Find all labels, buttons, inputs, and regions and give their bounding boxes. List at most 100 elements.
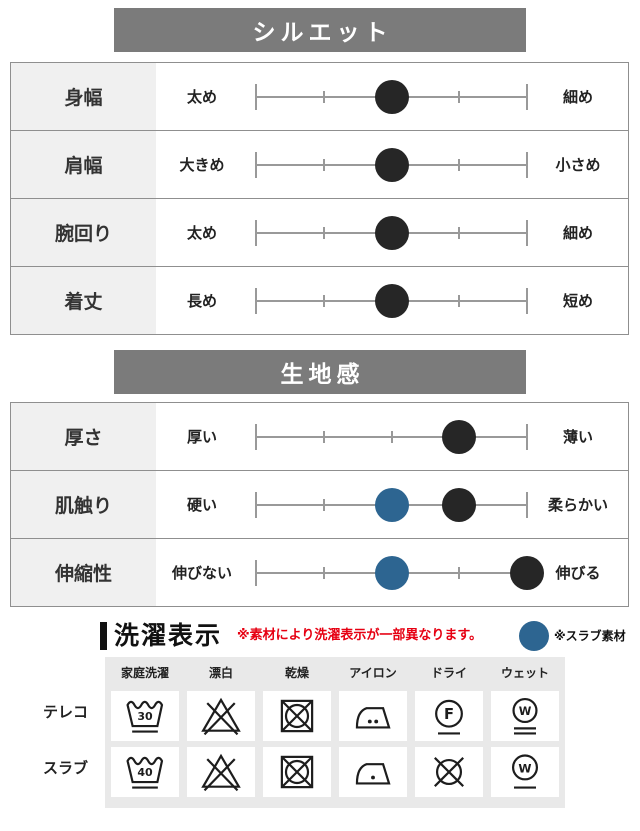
care-symbol-cell: W	[491, 691, 559, 741]
scale-tick	[322, 430, 325, 443]
care-symbol-cell	[339, 747, 407, 797]
scale-right-label: 短め	[562, 292, 593, 310]
care-symbol-cell	[415, 747, 483, 797]
dry-clean-f-icon: F	[435, 699, 463, 735]
scale-tick	[526, 151, 528, 178]
care-symbol-cell	[187, 747, 255, 797]
care-symbol-cell: 40	[111, 747, 179, 797]
scale-tick	[526, 491, 528, 518]
scale-tick	[526, 287, 528, 314]
scale-tick	[322, 90, 325, 103]
spec-row-label: 着丈	[11, 267, 156, 334]
scale-left-label: 太め	[186, 224, 217, 242]
scale-right-label: 柔らかい	[547, 496, 608, 514]
laundry-note: ※素材により洗濯表示が一部異なります。	[237, 628, 483, 643]
care-symbol-cell	[339, 691, 407, 741]
scale-tick	[458, 158, 461, 171]
spec-row-label: 身幅	[11, 63, 156, 130]
scale-left-label: 大きめ	[179, 156, 225, 174]
rating-scale	[255, 403, 528, 470]
rating-scale	[255, 131, 528, 198]
spec-row-content: 硬い 柔らかい	[156, 471, 628, 538]
scale-left-label: 厚い	[186, 428, 217, 446]
no-bleach-icon	[201, 697, 241, 736]
scale-right-label: 小さめ	[555, 156, 601, 174]
rating-scale	[255, 63, 528, 130]
slub-material-legend-label: ※スラブ素材	[554, 629, 626, 643]
scale-tick	[458, 566, 461, 579]
laundry-title: 洗濯表示	[114, 621, 223, 650]
fabric-feel-section-title: 生地感	[280, 362, 365, 388]
scale-tick	[458, 90, 461, 103]
care-column-header: ウェット	[500, 665, 549, 680]
spec-row: 肩幅 大きめ 小さめ	[11, 130, 628, 198]
spec-row-content: 大きめ 小さめ	[156, 131, 628, 198]
spec-row-label: 腕回り	[11, 199, 156, 266]
scale-tick	[526, 219, 528, 246]
fabric-row-label: スラブ	[42, 759, 88, 777]
spec-row: 腕回り 太め 細め	[11, 198, 628, 266]
care-symbol-cell	[263, 691, 331, 741]
no-dry-clean-icon	[434, 757, 464, 787]
spec-row-label: 伸縮性	[11, 539, 156, 606]
care-symbol-cell: W	[491, 747, 559, 797]
svg-text:W: W	[519, 704, 532, 718]
rating-scale	[255, 199, 528, 266]
iron-2-dots-icon	[355, 707, 391, 729]
scale-tick	[390, 430, 393, 443]
svg-text:40: 40	[137, 766, 153, 779]
svg-text:F: F	[444, 706, 454, 723]
scale-tick	[255, 219, 257, 246]
scale-tick	[322, 498, 325, 511]
silhouette-section-bar: シルエット	[114, 8, 526, 52]
scale-right-label: 薄い	[562, 428, 593, 446]
rating-dot	[442, 419, 477, 454]
fabric-feel-section-bar: 生地感	[114, 350, 526, 394]
spec-row-content: 伸びない 伸びる	[156, 539, 628, 606]
scale-tick	[255, 83, 257, 110]
care-column-header: 家庭洗濯	[120, 665, 169, 680]
spec-row: 伸縮性 伸びない 伸びる	[11, 538, 628, 606]
scale-tick	[322, 294, 325, 307]
care-column-header: ドライ	[430, 665, 467, 680]
spec-row: 身幅 太め 細め	[11, 63, 628, 130]
slub-material-dot-icon	[519, 621, 549, 651]
rating-dot	[374, 147, 409, 182]
no-tumble-dry-icon	[280, 699, 314, 733]
slub-material-rating-dot	[374, 487, 409, 522]
care-column-header: 漂白	[208, 665, 233, 680]
spec-row-label: 厚さ	[11, 403, 156, 470]
scale-right-label: 細め	[562, 224, 593, 242]
spec-row-content: 太め 細め	[156, 199, 628, 266]
scale-tick	[255, 491, 257, 518]
scale-right-label: 伸びる	[555, 564, 601, 582]
care-symbol-cell	[263, 747, 331, 797]
rating-dot	[374, 283, 409, 318]
spec-row: 着丈 長め 短め	[11, 266, 628, 334]
laundry-headline: 洗濯表示 ※素材により洗濯表示が一部異なります。 ※スラブ素材	[0, 616, 640, 656]
rating-dot	[374, 79, 409, 114]
care-symbols-table: 家庭洗濯 漂白 乾燥 アイロン ドライ ウェット 30 F W 40 W	[105, 657, 565, 808]
no-tumble-dry-icon	[280, 755, 314, 789]
no-bleach-icon	[201, 753, 241, 792]
scale-tick	[322, 566, 325, 579]
spec-row-label: 肌触り	[11, 471, 156, 538]
rating-dot	[510, 555, 544, 590]
fabric-feel-table: 厚さ 厚い 薄い肌触り 硬い 柔らかい 伸縮性 伸びない 伸びる	[10, 402, 629, 607]
care-column-header: 乾燥	[284, 665, 309, 680]
scale-tick	[526, 83, 528, 110]
spec-row-label: 肩幅	[11, 131, 156, 198]
rating-scale	[255, 267, 528, 334]
care-symbol-cell	[187, 691, 255, 741]
scale-tick	[458, 226, 461, 239]
scale-tick	[322, 158, 325, 171]
svg-text:W: W	[518, 761, 531, 775]
spec-row-content: 太め 細め	[156, 63, 628, 130]
scale-left-label: 伸びない	[171, 564, 232, 582]
scale-tick	[526, 423, 528, 450]
wash-30-icon: 30	[126, 700, 164, 733]
wet-clean-very-gentle-icon: W	[512, 697, 538, 735]
care-symbol-cell: 30	[111, 691, 179, 741]
scale-tick	[255, 287, 257, 314]
